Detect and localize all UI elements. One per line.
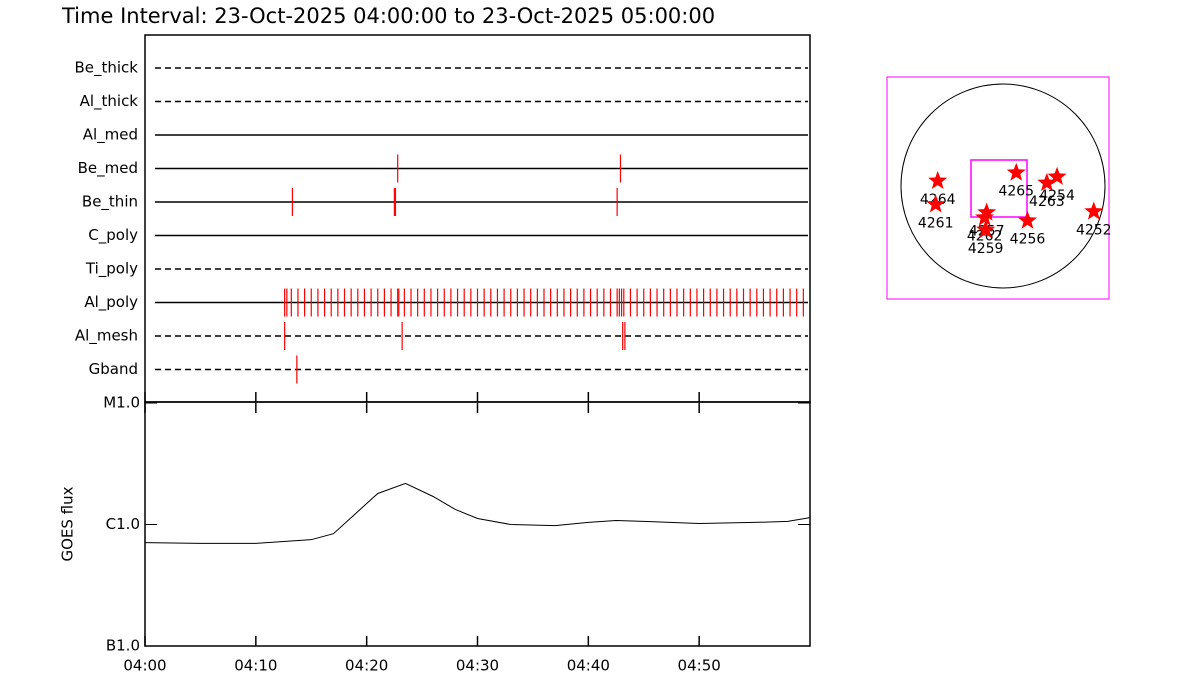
region-star xyxy=(928,170,948,189)
region-star xyxy=(926,194,946,213)
region-star xyxy=(1084,201,1104,220)
filter-label: C_poly xyxy=(88,226,138,245)
timeline-frame xyxy=(144,34,811,403)
map-frame xyxy=(886,76,1110,300)
fov-box xyxy=(970,159,1028,218)
solar-limb xyxy=(900,83,1106,289)
filter-label: Be_thin xyxy=(82,193,138,212)
x-tick-label: 04:50 xyxy=(678,657,721,675)
filter-label: Ti_poly xyxy=(85,260,138,279)
region-star xyxy=(1006,162,1026,181)
region-label: 4263 xyxy=(1029,194,1065,210)
filter-label: Al_med xyxy=(83,126,138,145)
region-star xyxy=(1037,172,1057,191)
goes-frame xyxy=(144,401,811,647)
region-star xyxy=(976,219,996,238)
filter-label: Gband xyxy=(89,360,138,378)
goes-curve xyxy=(144,482,811,544)
filter-label: Be_med xyxy=(78,159,138,178)
region-label: 4264 xyxy=(920,192,956,208)
y-axis-label: GOES flux xyxy=(59,486,77,561)
filter-label: Al_poly xyxy=(84,293,138,312)
region-label: 4261 xyxy=(918,215,954,231)
y-tick-label: M1.0 xyxy=(103,394,140,412)
y-tick-label: C1.0 xyxy=(106,515,140,533)
chart-title: Time Interval: 23-Oct-2025 04:00:00 to 2… xyxy=(61,4,715,28)
x-tick-label: 04:40 xyxy=(567,657,610,675)
region-star xyxy=(977,202,997,221)
region-label: 4265 xyxy=(998,184,1034,200)
filter-label: Be_thick xyxy=(74,59,138,78)
filter-label: Al_thick xyxy=(80,92,139,111)
x-tick-label: 04:10 xyxy=(234,657,277,675)
x-tick-label: 04:20 xyxy=(345,657,388,675)
region-star xyxy=(975,207,995,226)
region-label: 4262 xyxy=(967,229,1003,245)
y-tick-label: B1.0 xyxy=(106,637,140,655)
filter-label: Al_mesh xyxy=(75,327,138,346)
region-star xyxy=(1047,166,1067,185)
region-label: 4254 xyxy=(1039,188,1075,204)
region-label: 4259 xyxy=(968,241,1004,257)
region-label: 4256 xyxy=(1010,232,1046,248)
x-tick-label: 04:00 xyxy=(123,657,166,675)
region-label: 4252 xyxy=(1076,223,1112,239)
x-tick-label: 04:30 xyxy=(456,657,499,675)
region-star xyxy=(1018,210,1037,229)
